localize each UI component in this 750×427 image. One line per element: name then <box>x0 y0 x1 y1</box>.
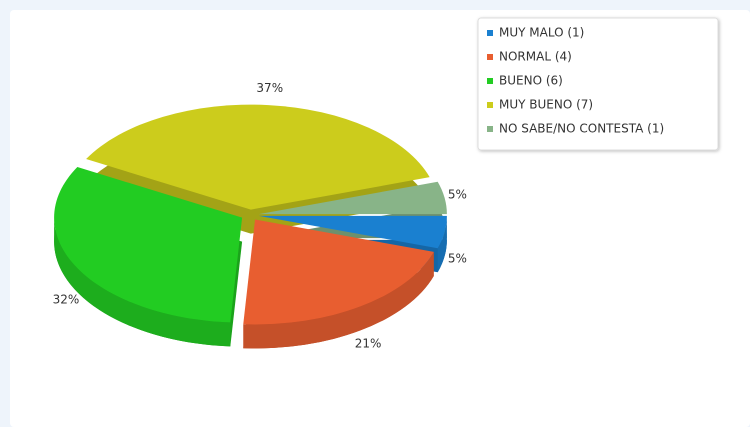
slice-side <box>54 217 231 347</box>
legend: MUY MALO (1) NORMAL (4) BUENO (6) MUY BUENO… <box>477 17 719 151</box>
legend-label: MUY BUENO (7) <box>499 98 593 112</box>
slice-side <box>437 215 447 273</box>
legend-swatch <box>487 54 493 60</box>
legend-box <box>477 17 719 151</box>
slice <box>86 104 430 210</box>
legend-swatch <box>487 30 493 36</box>
pie: 5% 21% 32% 37% 5% <box>53 81 467 350</box>
slice <box>243 219 434 325</box>
slice <box>258 181 447 215</box>
data-label: 37% <box>256 81 283 95</box>
legend-label: NO SABE/NO CONTESTA (1) <box>499 122 664 136</box>
legend-swatch <box>487 126 493 132</box>
slice <box>54 167 243 323</box>
legend-label: NORMAL (4) <box>499 50 572 64</box>
legend-swatch <box>487 78 493 84</box>
legend-swatch <box>487 102 493 108</box>
data-label: 5% <box>448 188 467 202</box>
data-label: 5% <box>448 251 467 265</box>
data-label: 32% <box>53 293 80 307</box>
legend-label: BUENO (6) <box>499 74 563 88</box>
legend-label: MUY MALO (1) <box>499 26 584 40</box>
slice <box>258 215 447 249</box>
slice-side <box>243 251 434 349</box>
data-label: 21% <box>355 337 382 351</box>
